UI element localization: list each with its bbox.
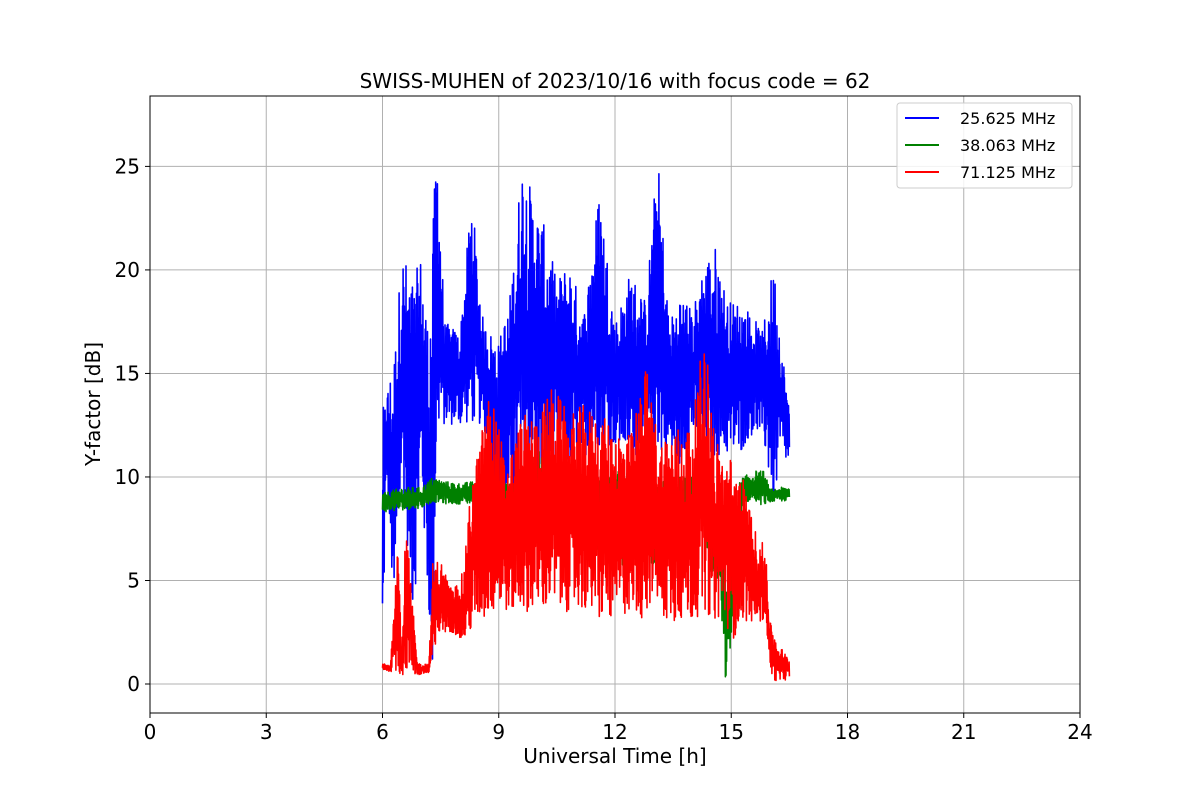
x-axis-label: Universal Time [h] xyxy=(523,744,706,768)
y-tick-label: 10 xyxy=(115,465,140,489)
y-tick-label: 20 xyxy=(115,258,140,282)
x-tick-label: 12 xyxy=(602,720,627,744)
y-axis: 0 5 10 15 20 25 xyxy=(115,154,150,696)
series-layer xyxy=(381,173,791,682)
legend-box xyxy=(896,102,1073,189)
legend: 25.625 MHz 38.063 MHz 71.125 MHz xyxy=(896,102,1073,189)
x-tick-label: 24 xyxy=(1067,720,1092,744)
legend-label: 71.125 MHz xyxy=(960,163,1055,182)
x-tick-label: 3 xyxy=(260,720,273,744)
x-tick-label: 21 xyxy=(951,720,976,744)
y-tick-label: 0 xyxy=(127,672,140,696)
legend-label: 38.063 MHz xyxy=(960,136,1055,155)
y-axis-label: Y-factor [dB] xyxy=(81,342,105,467)
y-tick-label: 25 xyxy=(115,154,140,178)
legend-label: 25.625 MHz xyxy=(960,109,1055,128)
x-tick-label: 6 xyxy=(376,720,389,744)
y-tick-label: 15 xyxy=(115,361,140,385)
y-tick-label: 5 xyxy=(127,568,140,592)
x-tick-label: 9 xyxy=(492,720,505,744)
chart-title: SWISS-MUHEN of 2023/10/16 with focus cod… xyxy=(360,69,871,93)
series-line xyxy=(381,353,791,682)
x-tick-label: 0 xyxy=(144,720,157,744)
x-tick-label: 15 xyxy=(719,720,744,744)
x-axis: 0 3 6 9 12 15 18 21 24 xyxy=(144,713,1093,744)
x-tick-label: 18 xyxy=(835,720,860,744)
